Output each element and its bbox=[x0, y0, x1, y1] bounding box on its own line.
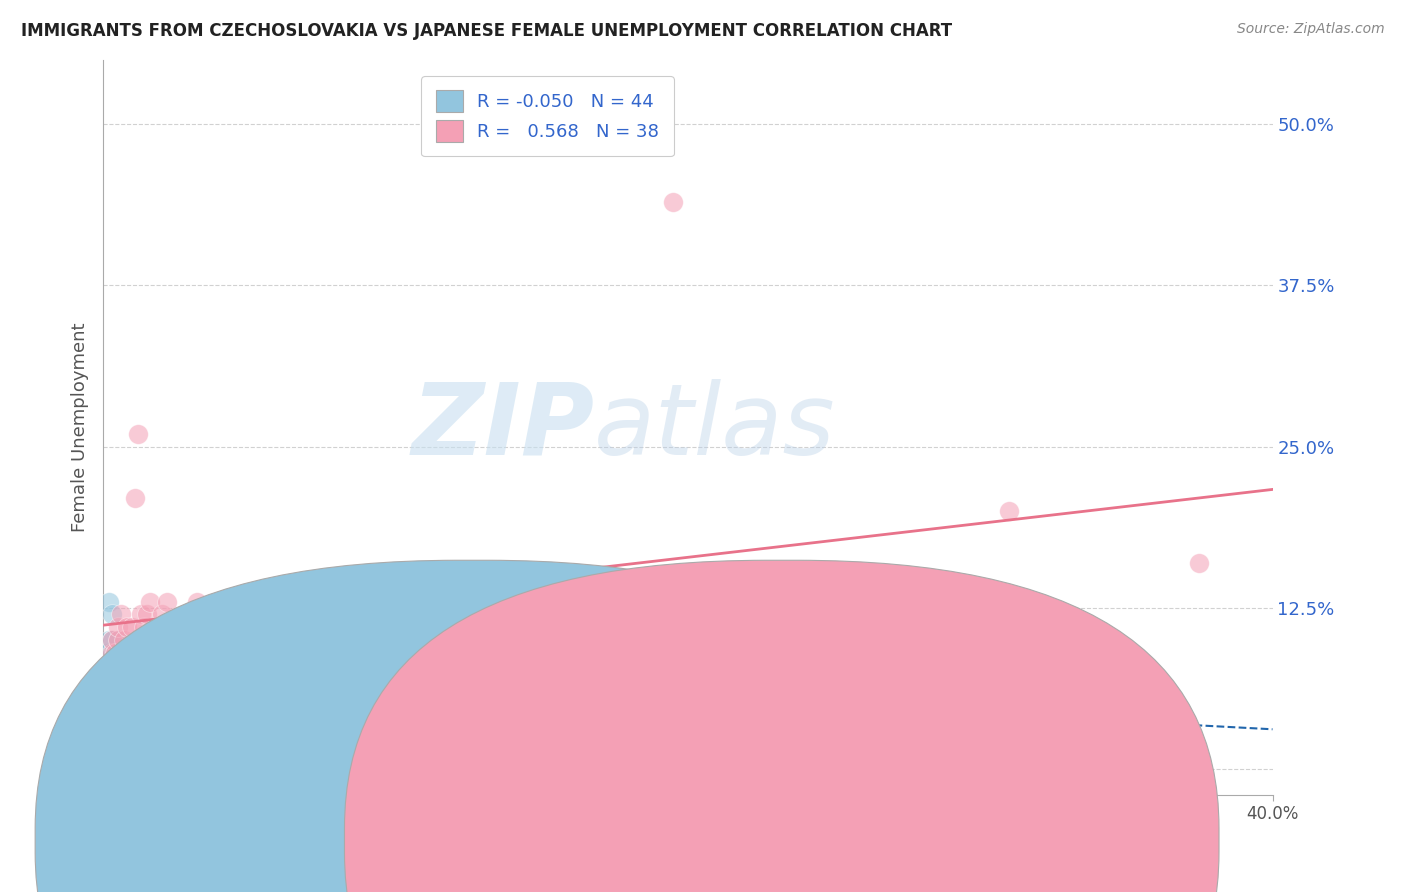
Text: atlas: atlas bbox=[595, 379, 837, 475]
Point bbox=[98, 633, 121, 648]
Point bbox=[132, 620, 155, 634]
Point bbox=[136, 672, 159, 686]
Point bbox=[101, 633, 124, 648]
Point bbox=[150, 607, 173, 622]
Point bbox=[110, 607, 132, 622]
Point bbox=[104, 659, 127, 673]
Point bbox=[413, 607, 436, 622]
Point bbox=[129, 672, 152, 686]
Point bbox=[98, 594, 121, 608]
Point bbox=[115, 659, 138, 673]
Point bbox=[603, 685, 626, 699]
Point bbox=[156, 594, 179, 608]
Point bbox=[253, 620, 276, 634]
Point bbox=[107, 646, 129, 660]
Point bbox=[662, 194, 685, 209]
Point bbox=[101, 633, 124, 648]
Point bbox=[145, 672, 167, 686]
Point bbox=[101, 659, 124, 673]
Point bbox=[110, 646, 132, 660]
Point bbox=[124, 491, 146, 506]
Point bbox=[101, 685, 124, 699]
Point bbox=[174, 607, 197, 622]
Point bbox=[118, 672, 141, 686]
Point bbox=[427, 685, 450, 699]
Point bbox=[560, 672, 582, 686]
Point bbox=[112, 672, 135, 686]
Point bbox=[118, 659, 141, 673]
Point bbox=[882, 582, 904, 596]
Point bbox=[107, 633, 129, 648]
Point bbox=[283, 633, 305, 648]
Point bbox=[94, 672, 117, 686]
Point bbox=[104, 685, 127, 699]
Point bbox=[107, 659, 129, 673]
Point bbox=[136, 607, 159, 622]
Point bbox=[110, 659, 132, 673]
Point bbox=[104, 646, 127, 660]
Point bbox=[101, 607, 124, 622]
Text: Source: ZipAtlas.com: Source: ZipAtlas.com bbox=[1237, 22, 1385, 37]
Point bbox=[115, 672, 138, 686]
Point bbox=[107, 633, 129, 648]
Point bbox=[326, 607, 349, 622]
Point bbox=[165, 620, 187, 634]
Point bbox=[118, 646, 141, 660]
Point bbox=[150, 685, 173, 699]
Point bbox=[202, 633, 225, 648]
Point bbox=[939, 698, 962, 712]
Point bbox=[107, 672, 129, 686]
Point bbox=[121, 659, 143, 673]
Point bbox=[145, 620, 167, 634]
Text: Immigrants from Czechoslovakia: Immigrants from Czechoslovakia bbox=[492, 831, 765, 849]
Point bbox=[121, 672, 143, 686]
Text: Japanese: Japanese bbox=[801, 831, 877, 849]
Point bbox=[98, 659, 121, 673]
Point bbox=[101, 646, 124, 660]
Point bbox=[104, 646, 127, 660]
Point bbox=[110, 672, 132, 686]
Point bbox=[186, 594, 208, 608]
Point bbox=[98, 659, 121, 673]
Point bbox=[115, 620, 138, 634]
Point bbox=[104, 672, 127, 686]
Point bbox=[107, 620, 129, 634]
Point bbox=[1188, 556, 1211, 570]
Point bbox=[124, 672, 146, 686]
Point bbox=[765, 698, 787, 712]
Point bbox=[94, 672, 117, 686]
Text: IMMIGRANTS FROM CZECHOSLOVAKIA VS JAPANESE FEMALE UNEMPLOYMENT CORRELATION CHART: IMMIGRANTS FROM CZECHOSLOVAKIA VS JAPANE… bbox=[21, 22, 952, 40]
Point bbox=[110, 646, 132, 660]
Point bbox=[121, 620, 143, 634]
Point bbox=[370, 620, 392, 634]
Point bbox=[101, 672, 124, 686]
Point bbox=[112, 659, 135, 673]
Point bbox=[156, 685, 179, 699]
Point bbox=[132, 672, 155, 686]
Point bbox=[127, 659, 149, 673]
Point bbox=[127, 426, 149, 441]
Point bbox=[112, 633, 135, 648]
Text: ZIP: ZIP bbox=[412, 379, 595, 475]
Point bbox=[94, 646, 117, 660]
Point bbox=[501, 620, 523, 634]
Legend: R = -0.050   N = 44, R =   0.568   N = 38: R = -0.050 N = 44, R = 0.568 N = 38 bbox=[422, 76, 673, 156]
Point bbox=[224, 607, 246, 622]
Point bbox=[98, 685, 121, 699]
Point bbox=[139, 594, 162, 608]
Point bbox=[129, 607, 152, 622]
Point bbox=[94, 685, 117, 699]
Point bbox=[139, 672, 162, 686]
Y-axis label: Female Unemployment: Female Unemployment bbox=[72, 323, 89, 533]
Point bbox=[998, 504, 1021, 518]
